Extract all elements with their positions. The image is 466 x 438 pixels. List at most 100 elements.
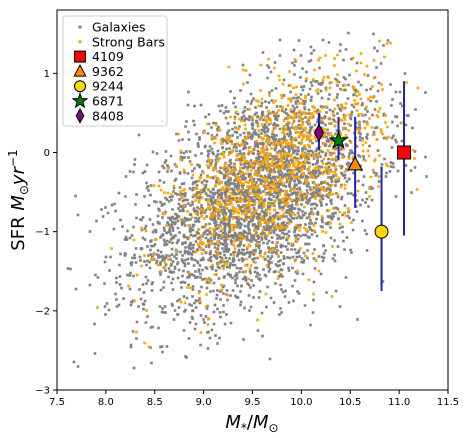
scatter-point xyxy=(106,211,110,215)
scatter-point xyxy=(260,97,264,101)
scatter-point xyxy=(256,191,259,195)
scatter-point xyxy=(276,249,279,252)
scatter-point xyxy=(227,164,231,167)
scatter-point xyxy=(236,143,239,146)
scatter-point xyxy=(287,176,290,179)
scatter-point xyxy=(254,186,258,190)
scatter-point xyxy=(260,132,263,135)
scatter-point xyxy=(206,164,209,167)
scatter-point xyxy=(192,181,195,184)
scatter-point xyxy=(214,158,218,162)
scatter-point xyxy=(239,166,242,170)
scatter-point xyxy=(295,223,298,227)
scatter-point xyxy=(238,191,241,194)
scatter-point xyxy=(162,211,165,215)
scatter-point xyxy=(186,276,189,279)
scatter-point xyxy=(293,162,296,166)
scatter-point xyxy=(142,291,146,294)
scatter-point xyxy=(291,255,295,259)
scatter-point xyxy=(233,239,236,242)
scatter-point xyxy=(365,135,368,139)
scatter-point xyxy=(314,202,317,206)
scatter-point xyxy=(353,88,356,92)
scatter-point xyxy=(220,203,223,206)
scatter-point xyxy=(285,198,289,201)
scatter-point xyxy=(317,187,321,191)
scatter-point xyxy=(135,320,139,324)
scatter-point xyxy=(289,176,293,179)
scatter-point xyxy=(199,103,203,107)
scatter-point xyxy=(302,85,306,88)
scatter-point xyxy=(303,192,306,196)
scatter-point xyxy=(217,277,221,280)
scatter-point xyxy=(309,188,312,192)
scatter-point xyxy=(300,169,303,172)
scatter-point xyxy=(199,176,202,179)
scatter-point xyxy=(265,106,268,109)
scatter-point xyxy=(300,197,304,200)
scatter-point xyxy=(310,222,314,225)
scatter-point xyxy=(197,270,201,273)
scatter-point xyxy=(304,96,307,100)
scatter-point xyxy=(322,135,325,139)
scatter-point xyxy=(220,260,223,264)
scatter-point xyxy=(322,186,325,189)
scatter-point xyxy=(294,157,298,161)
scatter-point xyxy=(164,210,167,214)
scatter-point xyxy=(318,172,321,176)
legend-label: Strong Bars xyxy=(92,34,165,49)
scatter-point xyxy=(288,149,291,153)
scatter-point xyxy=(361,102,364,105)
scatter-point xyxy=(202,232,206,236)
scatter-point xyxy=(228,257,231,260)
scatter-point xyxy=(164,256,168,259)
scatter-point xyxy=(389,165,393,168)
scatter-point xyxy=(333,239,336,242)
scatter-point xyxy=(268,91,271,94)
scatter-point xyxy=(277,109,280,112)
scatter-point xyxy=(281,141,285,144)
scatter-point xyxy=(254,162,257,165)
scatter-point xyxy=(293,213,297,217)
scatter-point xyxy=(157,326,160,330)
scatter-point xyxy=(364,159,367,162)
scatter-point xyxy=(324,154,327,157)
scatter-point xyxy=(352,105,356,109)
scatter-point xyxy=(301,165,305,168)
scatter-point xyxy=(270,163,274,166)
scatter-point xyxy=(280,226,283,230)
scatter-point xyxy=(182,269,185,273)
scatter-point xyxy=(179,281,183,284)
scatter-point xyxy=(284,108,288,111)
scatter-point xyxy=(291,138,295,141)
scatter-point xyxy=(286,174,290,178)
scatter-point xyxy=(358,155,362,158)
scatter-point xyxy=(335,206,338,210)
scatter-point xyxy=(261,143,265,147)
scatter-point xyxy=(298,170,301,173)
scatter-point xyxy=(287,301,291,304)
scatter-point xyxy=(256,241,259,244)
scatter-point xyxy=(187,262,190,265)
scatter-point xyxy=(241,248,244,252)
scatter-point xyxy=(213,236,216,240)
scatter-point xyxy=(213,221,216,225)
scatter-point xyxy=(339,87,342,91)
scatter-point xyxy=(372,59,376,62)
scatter-point xyxy=(244,69,248,72)
scatter-point xyxy=(262,216,266,219)
scatter-point xyxy=(192,234,195,238)
scatter-point xyxy=(286,104,290,107)
scatter-point xyxy=(258,251,262,255)
scatter-point xyxy=(216,129,220,132)
scatter-point xyxy=(145,282,148,285)
scatter-point xyxy=(282,212,286,216)
scatter-point xyxy=(319,89,323,93)
scatter-point xyxy=(159,261,162,264)
scatter-point xyxy=(230,150,234,154)
scatter-point xyxy=(262,176,265,179)
scatter-point xyxy=(256,152,260,156)
scatter-point xyxy=(268,219,272,223)
scatter-point xyxy=(322,133,325,136)
scatter-point xyxy=(299,191,303,194)
